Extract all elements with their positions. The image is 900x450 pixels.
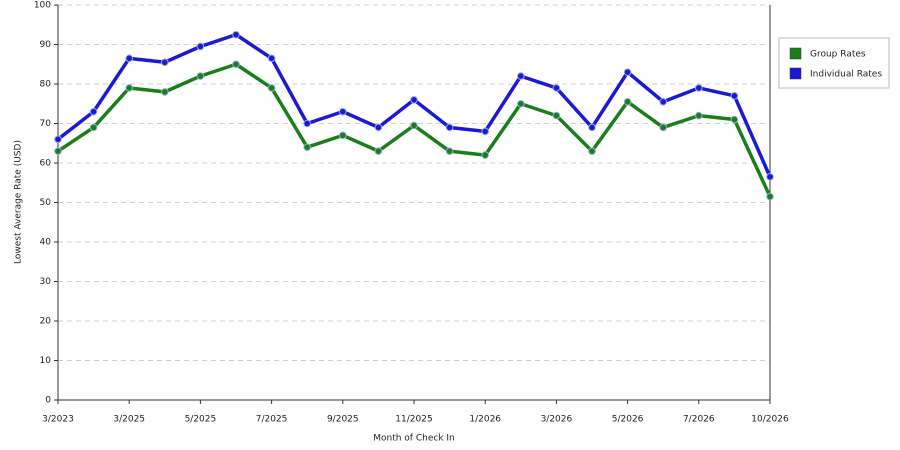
data-point <box>267 54 276 63</box>
legend-label: Group Rates <box>810 50 866 60</box>
data-point <box>161 58 169 67</box>
x-tick-label: 3/2026 <box>541 415 573 425</box>
data-point <box>659 123 668 132</box>
data-point <box>89 107 98 116</box>
data-point <box>54 135 62 144</box>
y-tick-label: 90 <box>40 40 52 50</box>
data-point <box>445 123 454 132</box>
y-tick-label: 100 <box>34 1 51 11</box>
data-point <box>445 147 454 155</box>
x-tick-label: 5/2026 <box>612 415 644 425</box>
data-point <box>588 123 596 132</box>
y-tick-label: 10 <box>40 356 52 366</box>
data-point <box>374 123 383 132</box>
data-point <box>552 84 561 92</box>
y-tick-label: 60 <box>40 159 52 169</box>
data-point <box>232 30 240 39</box>
x-tick-label: 9/2025 <box>327 415 359 425</box>
x-tick-label: 7/2026 <box>683 415 715 425</box>
data-point <box>517 99 525 108</box>
y-tick-label: 40 <box>40 238 52 248</box>
legend-label: Individual Rates <box>810 70 882 80</box>
series-line <box>56 32 772 178</box>
data-point <box>196 42 205 51</box>
data-point <box>196 72 205 80</box>
data-point <box>125 84 133 92</box>
data-point <box>481 151 490 159</box>
x-axis-label: Month of Check In <box>373 434 455 444</box>
data-point <box>695 84 703 92</box>
data-point <box>766 192 774 201</box>
data-point <box>730 115 739 124</box>
data-point <box>339 107 347 116</box>
y-tick-label: 0 <box>45 396 51 406</box>
data-point <box>339 131 347 140</box>
data-point <box>89 123 98 132</box>
data-point <box>374 147 383 155</box>
y-tick-label: 50 <box>40 198 52 208</box>
x-tick-label: 5/2025 <box>185 415 217 425</box>
data-point <box>232 60 240 69</box>
x-tick-label: 10/2026 <box>751 415 789 425</box>
data-point <box>303 143 312 151</box>
data-point <box>766 173 774 181</box>
data-point <box>623 97 632 106</box>
data-point <box>267 84 276 92</box>
legend-box <box>778 37 890 89</box>
x-tick-label: 7/2025 <box>256 415 288 425</box>
data-point <box>623 68 632 76</box>
y-tick-label: 70 <box>40 119 52 129</box>
data-point <box>730 92 739 100</box>
data-point <box>659 97 668 106</box>
y-tick-label: 30 <box>40 277 52 287</box>
x-tick-label: 3/2023 <box>42 415 74 425</box>
y-tick-label: 20 <box>40 317 52 327</box>
x-tick-label: 3/2025 <box>113 415 145 425</box>
x-tick-label: 11/2025 <box>395 415 432 425</box>
legend-swatch <box>789 47 802 60</box>
data-point <box>517 72 525 80</box>
data-point <box>303 119 312 128</box>
data-point <box>54 147 62 155</box>
data-point <box>552 111 561 120</box>
data-point <box>410 121 418 130</box>
y-tick-label: 80 <box>40 80 52 90</box>
data-point <box>588 147 596 155</box>
data-point <box>410 96 418 104</box>
data-point <box>695 111 703 120</box>
data-point <box>481 127 490 136</box>
y-axis-label: Lowest Average Rate (USD) <box>14 140 24 264</box>
data-point <box>161 88 169 96</box>
x-tick-label: 1/2026 <box>469 415 501 425</box>
data-point <box>125 54 133 63</box>
legend-swatch <box>789 67 802 80</box>
